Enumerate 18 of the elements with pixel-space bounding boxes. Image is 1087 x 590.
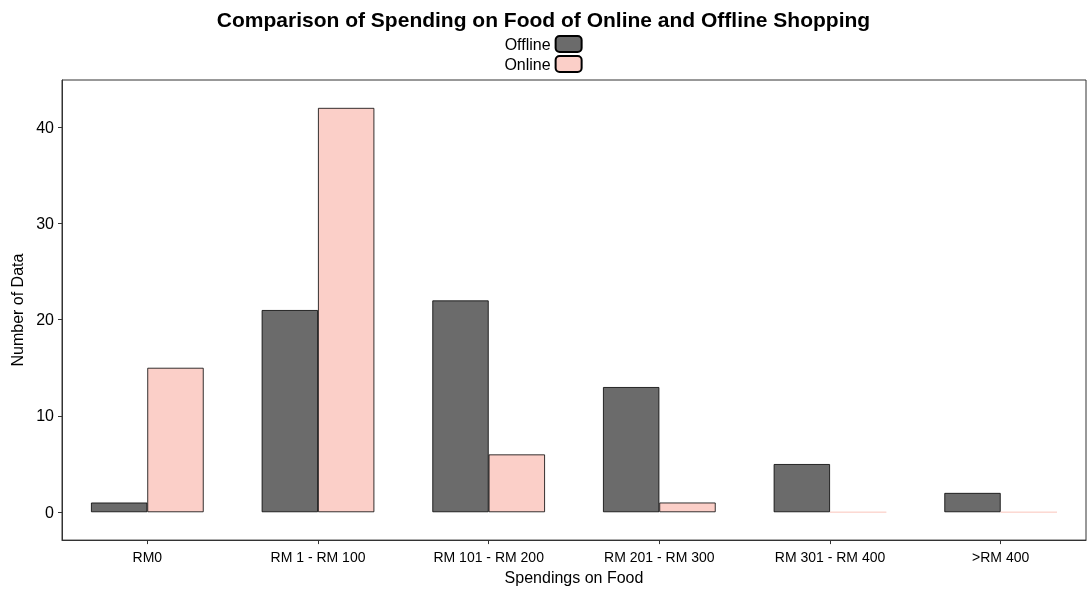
x-tick-label: >RM 400 (972, 549, 1030, 566)
y-tick-label: 10 (36, 407, 55, 425)
y-axis-title: Number of Data (8, 253, 26, 367)
y-tick-label: 40 (36, 118, 55, 136)
x-tick-label: RM 101 - RM 200 (433, 549, 545, 566)
x-tick-label: RM 301 - RM 400 (774, 549, 886, 566)
x-tick-label: RM 201 - RM 300 (604, 549, 715, 566)
x-axis-title: Spendings on Food (504, 568, 644, 586)
y-tick-label: 30 (36, 214, 55, 232)
x-tick-label: RM 1 - RM 100 (270, 549, 366, 566)
y-tick-label: 20 (36, 311, 55, 329)
x-tick-label: RM0 (132, 549, 163, 566)
bar (944, 492, 1001, 513)
y-tick-label: 0 (45, 503, 55, 521)
chart-title: Comparison of Spending on Food of Online and Offline Shopping (216, 8, 871, 31)
legend-label: Offline (504, 35, 551, 53)
bar (773, 464, 830, 513)
legend-label: Online (504, 55, 551, 73)
